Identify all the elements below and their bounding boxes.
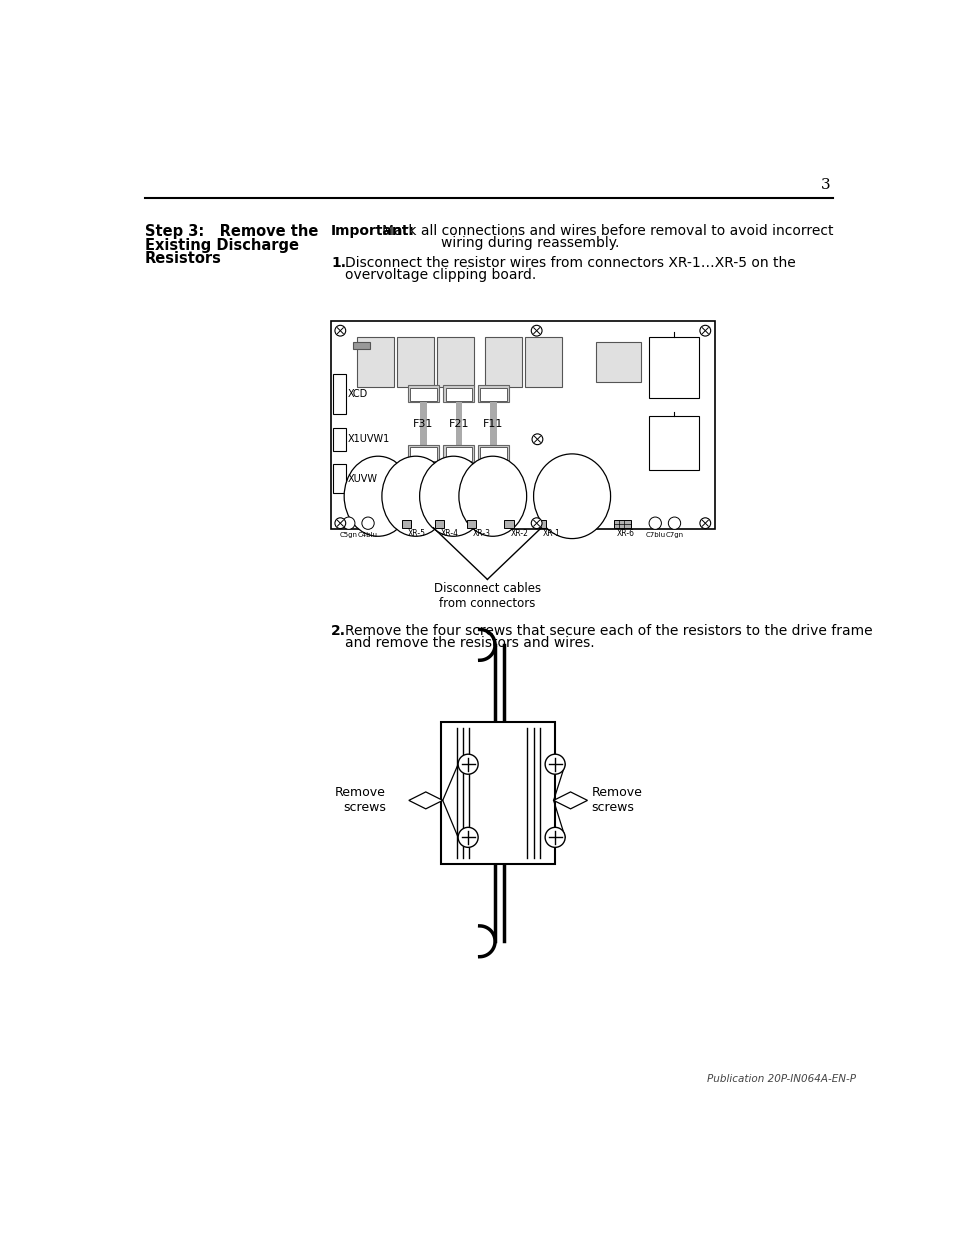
Bar bbox=[401, 520, 411, 527]
Bar bbox=[524, 337, 561, 387]
Text: XR-4: XR-4 bbox=[440, 530, 458, 538]
Text: Remove the four screws that secure each of the resistors to the drive frame: Remove the four screws that secure each … bbox=[345, 624, 872, 638]
Text: XR-6: XR-6 bbox=[616, 530, 634, 538]
Bar bbox=[410, 389, 436, 401]
Text: 3: 3 bbox=[820, 178, 829, 193]
Text: Remove
screws: Remove screws bbox=[335, 787, 385, 814]
Bar bbox=[484, 337, 521, 387]
Bar bbox=[443, 385, 474, 403]
Text: Step 3:   Remove the: Step 3: Remove the bbox=[145, 224, 317, 238]
Circle shape bbox=[531, 325, 541, 336]
Circle shape bbox=[335, 517, 345, 529]
Text: and remove the resistors and wires.: and remove the resistors and wires. bbox=[345, 636, 594, 651]
Text: XR-2: XR-2 bbox=[510, 530, 528, 538]
Bar bbox=[408, 446, 438, 462]
Bar bbox=[613, 520, 630, 527]
Bar bbox=[490, 403, 497, 446]
Text: F21: F21 bbox=[448, 419, 469, 429]
Text: XR-3: XR-3 bbox=[473, 530, 490, 538]
Bar bbox=[333, 427, 345, 451]
Circle shape bbox=[648, 517, 660, 530]
Text: XCD: XCD bbox=[348, 389, 368, 399]
Text: wiring during reassembly.: wiring during reassembly. bbox=[440, 236, 618, 249]
Bar bbox=[480, 389, 506, 401]
Bar bbox=[410, 447, 436, 461]
Text: 1.: 1. bbox=[331, 256, 346, 270]
Text: XR-5: XR-5 bbox=[408, 530, 426, 538]
Circle shape bbox=[668, 517, 679, 530]
Circle shape bbox=[457, 755, 477, 774]
Circle shape bbox=[361, 517, 374, 530]
Bar bbox=[356, 337, 394, 387]
Bar bbox=[331, 321, 714, 530]
Text: Disconnect the resistor wires from connectors XR-1…XR-5 on the: Disconnect the resistor wires from conne… bbox=[345, 256, 795, 270]
Circle shape bbox=[457, 827, 477, 847]
Text: X1UVW1: X1UVW1 bbox=[348, 435, 390, 445]
Bar bbox=[456, 403, 461, 446]
Text: Disconnect cables
from connectors: Disconnect cables from connectors bbox=[434, 582, 540, 610]
Text: C7blu: C7blu bbox=[644, 532, 664, 538]
Bar bbox=[436, 337, 474, 387]
Text: F11: F11 bbox=[483, 419, 503, 429]
Bar bbox=[440, 721, 555, 864]
Bar bbox=[480, 447, 506, 461]
Text: F31: F31 bbox=[413, 419, 434, 429]
Bar bbox=[420, 403, 426, 446]
Bar bbox=[504, 520, 513, 527]
Bar bbox=[537, 520, 545, 527]
Polygon shape bbox=[553, 792, 587, 809]
Bar bbox=[443, 446, 474, 462]
Text: overvoltage clipping board.: overvoltage clipping board. bbox=[345, 268, 536, 283]
Circle shape bbox=[700, 517, 710, 529]
Bar bbox=[477, 385, 508, 403]
Circle shape bbox=[532, 433, 542, 445]
Ellipse shape bbox=[533, 454, 610, 538]
Ellipse shape bbox=[419, 456, 487, 536]
Bar bbox=[477, 446, 508, 462]
Bar bbox=[333, 464, 345, 493]
Circle shape bbox=[342, 517, 355, 530]
Text: Existing Discharge: Existing Discharge bbox=[145, 237, 298, 252]
Bar bbox=[435, 520, 444, 527]
Bar bbox=[648, 337, 699, 399]
Bar bbox=[596, 342, 640, 383]
Ellipse shape bbox=[458, 456, 526, 536]
Text: Important:: Important: bbox=[331, 224, 415, 237]
Ellipse shape bbox=[344, 456, 412, 536]
Bar bbox=[466, 520, 476, 527]
Text: XUVW: XUVW bbox=[348, 473, 377, 484]
Circle shape bbox=[700, 325, 710, 336]
Bar bbox=[396, 337, 434, 387]
Circle shape bbox=[335, 325, 345, 336]
Bar bbox=[408, 385, 438, 403]
Ellipse shape bbox=[381, 456, 449, 536]
Circle shape bbox=[544, 827, 564, 847]
Text: XR-1: XR-1 bbox=[542, 530, 560, 538]
Bar bbox=[333, 374, 345, 414]
Circle shape bbox=[544, 755, 564, 774]
Text: C7gn: C7gn bbox=[665, 532, 683, 538]
Text: Publication 20P-IN064A-EN-P: Publication 20P-IN064A-EN-P bbox=[706, 1073, 855, 1084]
Bar bbox=[445, 447, 472, 461]
Bar bbox=[353, 342, 369, 350]
Text: Mark all connections and wires before removal to avoid incorrect: Mark all connections and wires before re… bbox=[381, 224, 833, 237]
Polygon shape bbox=[409, 792, 442, 809]
Text: Resistors: Resistors bbox=[145, 252, 221, 267]
Bar bbox=[648, 416, 699, 471]
Text: 2.: 2. bbox=[331, 624, 346, 638]
Bar bbox=[445, 389, 472, 401]
Text: C4blu: C4blu bbox=[357, 532, 377, 538]
Text: C5gn: C5gn bbox=[339, 532, 357, 538]
Text: Remove
screws: Remove screws bbox=[591, 787, 641, 814]
Circle shape bbox=[531, 517, 541, 529]
